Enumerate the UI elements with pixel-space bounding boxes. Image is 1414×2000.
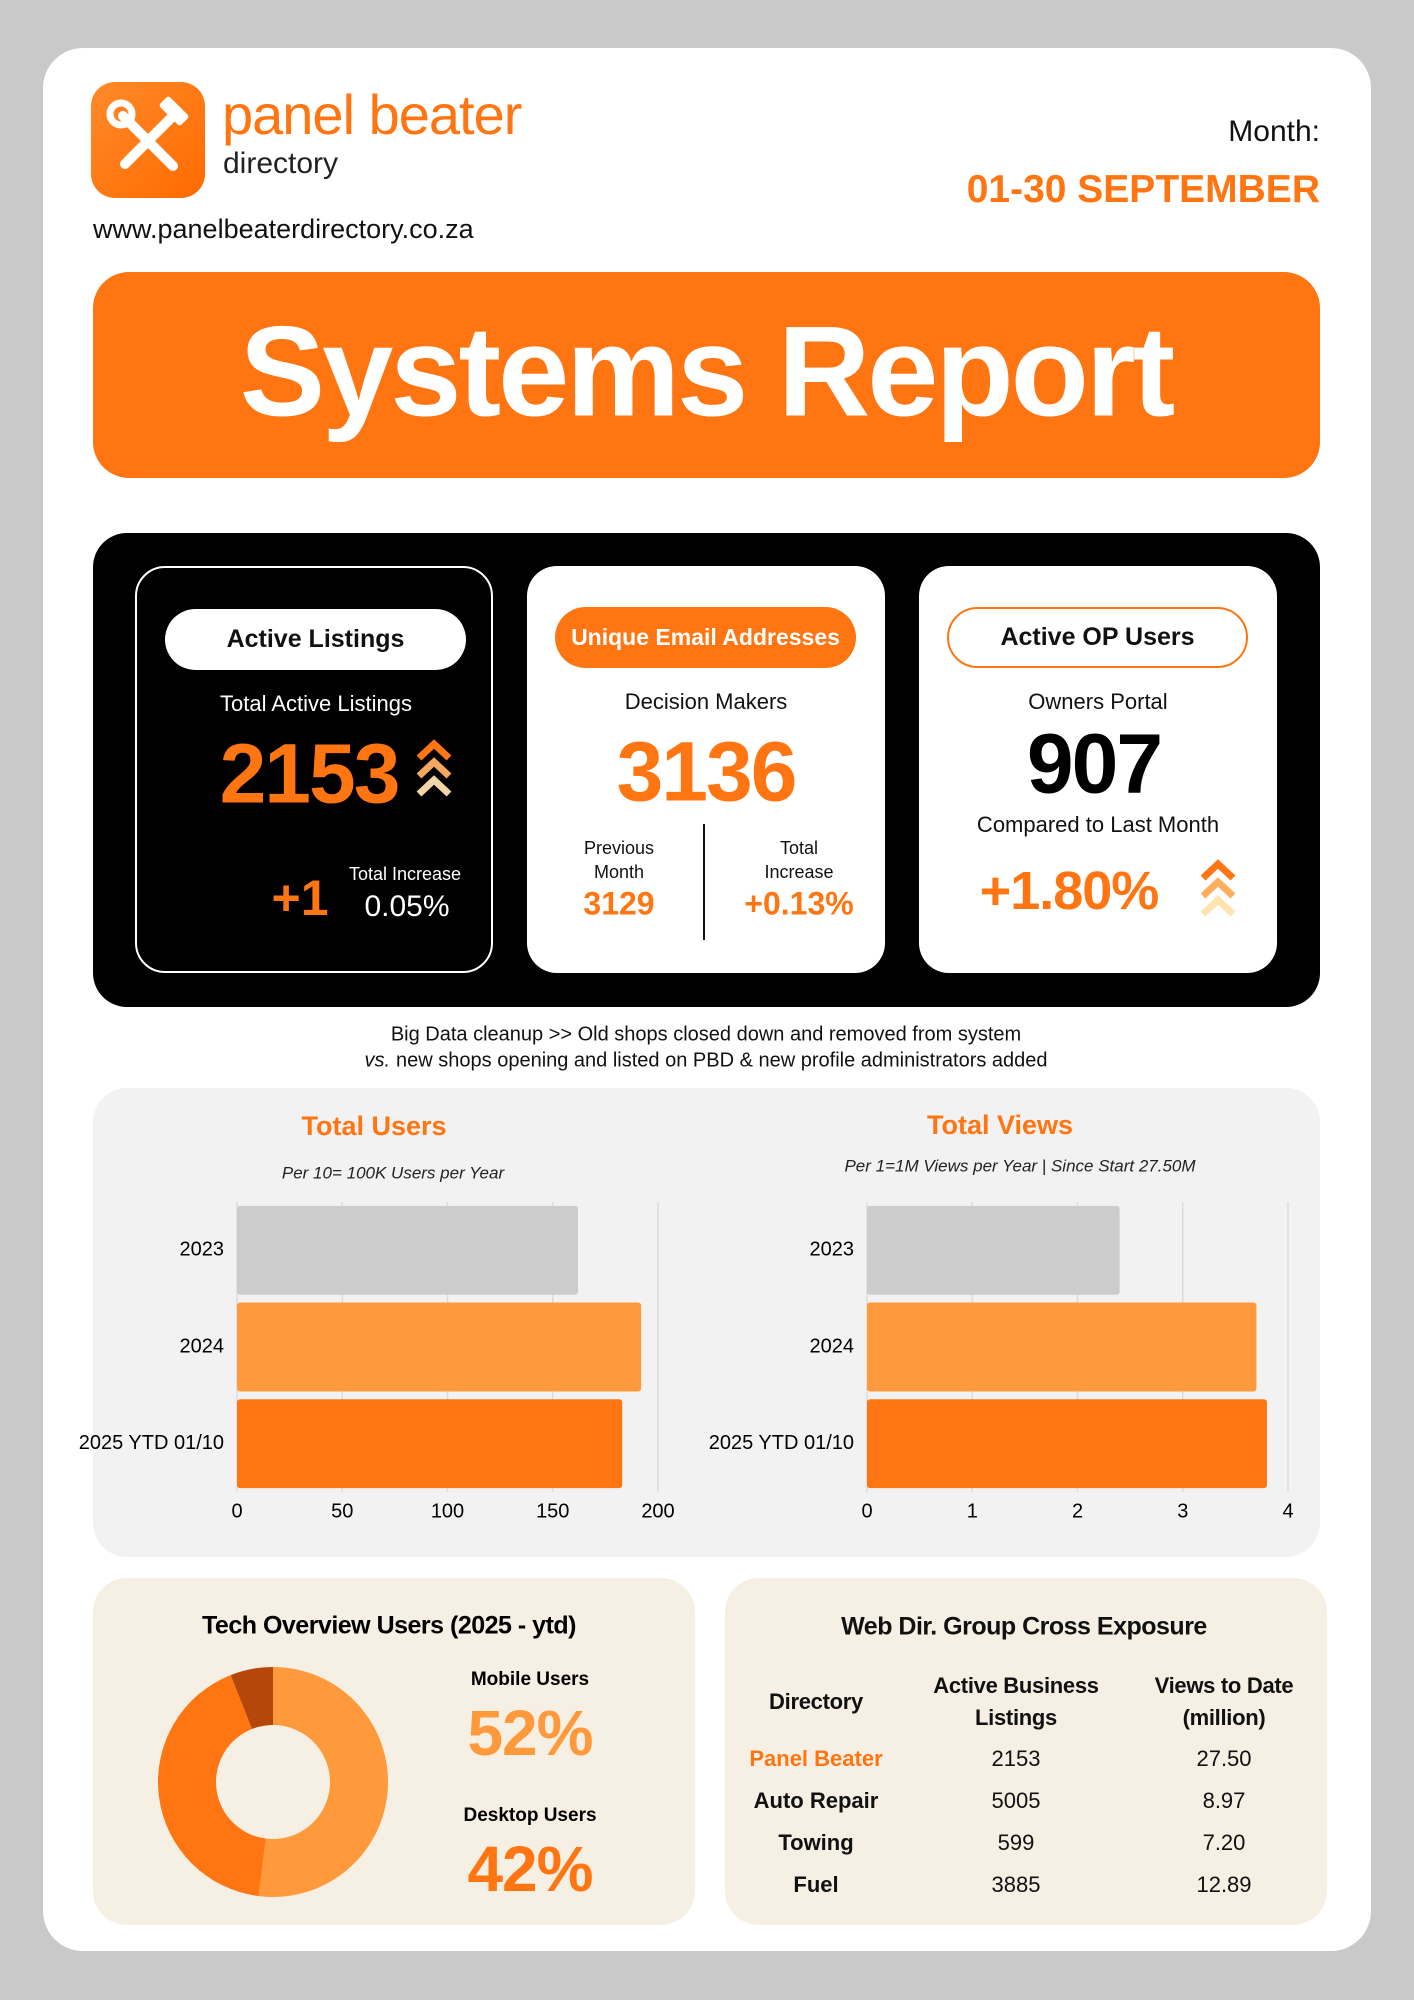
report-title: Systems Report (239, 300, 1176, 444)
kpi-label: Owners Portal (1028, 689, 1168, 714)
column-header: Views to Date (million) (1154, 1673, 1294, 1730)
x-tick-label: 150 (536, 1500, 569, 1522)
chart-subtitle: Per 1=1M Views per Year | Since Start 27… (844, 1156, 1196, 1175)
bar (237, 1302, 642, 1392)
note: Big Data cleanup >> Old shops closed dow… (390, 1023, 1022, 1046)
x-tick-label: 3 (1177, 1500, 1188, 1522)
table-cell: 2153 (991, 1746, 1041, 1771)
kpi-label: Total Active Listings (220, 691, 412, 716)
kpi-value: 907 (1026, 716, 1163, 811)
note-em: vs. (364, 1049, 391, 1072)
value-label: 52% (467, 1697, 592, 1769)
kpi-change: +1 (271, 870, 329, 926)
kpi-badge: Active Listings (165, 609, 466, 670)
logo-icon (91, 82, 205, 198)
donut-slice (230, 1667, 273, 1730)
y-tick-label: 2025 YTD 01/10 (709, 1432, 854, 1454)
bar (237, 1399, 623, 1489)
donut-slice (258, 1667, 388, 1897)
table-cell: 7.20 (1202, 1830, 1246, 1855)
kpi-change-pct: +1.80% (979, 861, 1160, 921)
kpi-value: 3136 (616, 724, 798, 819)
kpi-previous: 3129 (583, 885, 655, 922)
bar (867, 1302, 1257, 1392)
row-label: Auto Repair (753, 1788, 879, 1813)
row-label: Panel Beater (749, 1746, 883, 1771)
x-tick-label: 1 (967, 1500, 978, 1522)
chart-subtitle: Per 10= 100K Users per Year (282, 1163, 506, 1182)
x-tick-label: 100 (431, 1500, 464, 1522)
y-tick-label: 2024 (810, 1335, 855, 1357)
kpi-label: Decision Makers (624, 689, 788, 714)
column-header: Directory (769, 1689, 863, 1714)
table-cell: 5005 (991, 1788, 1041, 1813)
month-label: Month: (1228, 115, 1320, 148)
legend-label: Desktop Users (463, 1805, 596, 1826)
kpi-change-pct: 0.05% (364, 890, 450, 923)
note: vs. new shops opening and listed on PBD &… (364, 1050, 1047, 1073)
kpi-previous-label: Previous Month (583, 838, 655, 882)
table-cell: 12.89 (1196, 1872, 1252, 1897)
table-cell: 3885 (991, 1872, 1041, 1897)
note-text: new shops opening and listed on PBD & ne… (396, 1049, 1048, 1072)
divider (703, 824, 705, 940)
legend-label: Mobile Users (471, 1669, 589, 1690)
x-tick-label: 50 (331, 1500, 353, 1522)
table-panel (725, 1578, 1327, 1925)
bar (237, 1205, 579, 1295)
kpi-badge: Active OP Users (947, 607, 1248, 668)
table-cell: 599 (997, 1830, 1035, 1855)
kpi-change-label: Total Increase (764, 838, 834, 882)
chart-title: Total Users (301, 1111, 446, 1141)
y-tick-label: 2024 (180, 1335, 225, 1357)
x-tick-label: 2 (1072, 1500, 1083, 1522)
url: www.panelbeaterdirectory.co.za (93, 214, 474, 244)
kpi-value: 2153 (219, 726, 401, 821)
kpi-card: Unique Email Addresses Decision Makers 3… (527, 566, 885, 973)
bar (867, 1205, 1120, 1295)
table-cell: 8.97 (1202, 1788, 1246, 1813)
column-header: Active Business Listings (933, 1673, 1099, 1730)
x-tick-label: 200 (641, 1500, 674, 1522)
kpi-badge: Unique Email Addresses (555, 607, 856, 668)
chart-title: Tech Overview Users (2025 - ytd) (202, 1612, 576, 1640)
brand: panel beater (222, 83, 522, 146)
y-tick-label: 2023 (180, 1239, 225, 1261)
x-tick-label: 0 (861, 1500, 872, 1522)
y-tick-label: 2025 YTD 01/10 (79, 1432, 224, 1454)
y-tick-label: 2023 (810, 1239, 855, 1261)
x-tick-label: 4 (1282, 1500, 1293, 1522)
row-label: Fuel (793, 1872, 839, 1897)
chart-title: Total Views (927, 1110, 1073, 1140)
bar (867, 1399, 1267, 1489)
month: 01-30 SEPTEMBER (966, 168, 1320, 211)
table-cell: 27.50 (1196, 1746, 1252, 1771)
logo-glyph (106, 96, 189, 171)
up-arrows (416, 739, 452, 797)
kpi-card: Active OP Users Owners Portal 907 Compar… (919, 566, 1277, 973)
row-label: Towing (778, 1830, 854, 1855)
up-arrows (1200, 859, 1236, 917)
x-tick-label: 0 (231, 1500, 242, 1522)
kpi-change-label: Total Increase (349, 864, 462, 884)
kpi-change-pct: +0.13% (744, 885, 854, 922)
kpi-compare-label: Compared to Last Month (976, 812, 1220, 837)
value-label: 42% (467, 1833, 592, 1905)
kpi-card: Active Listings Total Active Listings 21… (135, 566, 493, 973)
title-banner (93, 272, 1320, 478)
brand-sub: directory (223, 147, 339, 180)
donut-slice (157, 1675, 266, 1897)
table-title: Web Dir. Group Cross Exposure (841, 1612, 1207, 1641)
